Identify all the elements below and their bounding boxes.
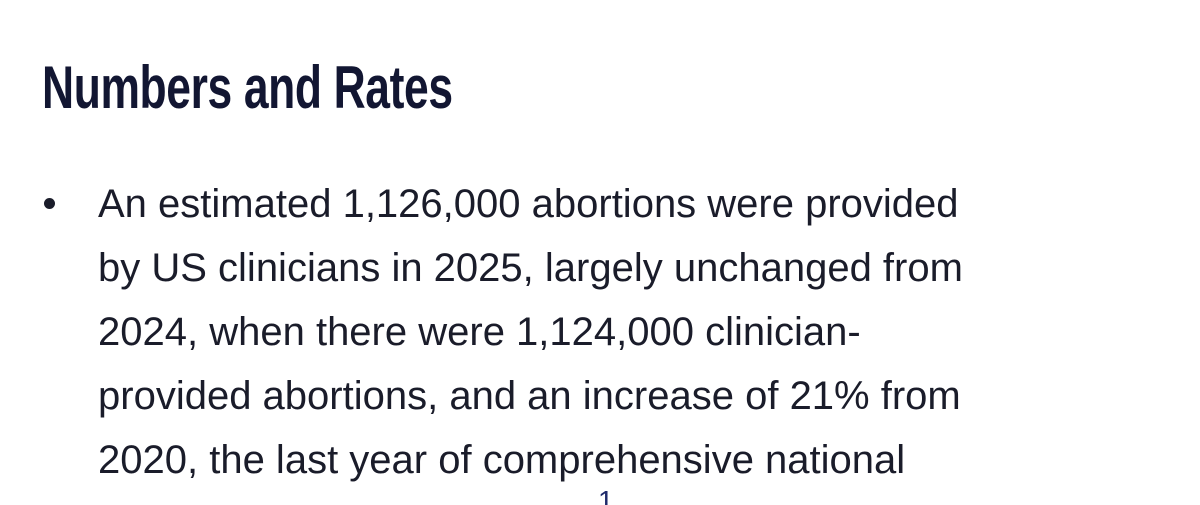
list-item-text: An estimated 1,126,000 abortions were pr… (98, 172, 963, 492)
bullet-dot-icon (44, 198, 55, 209)
text-line: An estimated 1,126,000 abortions were pr… (98, 182, 959, 226)
text-line: provided abortions, and an increase of 2… (98, 374, 961, 418)
section-heading: Numbers and Rates (42, 54, 453, 121)
text-line: 2020, the last year of comprehensive nat… (98, 438, 906, 482)
footnote-link[interactable]: 1 (598, 485, 614, 505)
text-line: 2024, when there were 1,124,000 clinicia… (98, 310, 861, 354)
text-line: by US clinicians in 2025, largely unchan… (98, 246, 963, 290)
